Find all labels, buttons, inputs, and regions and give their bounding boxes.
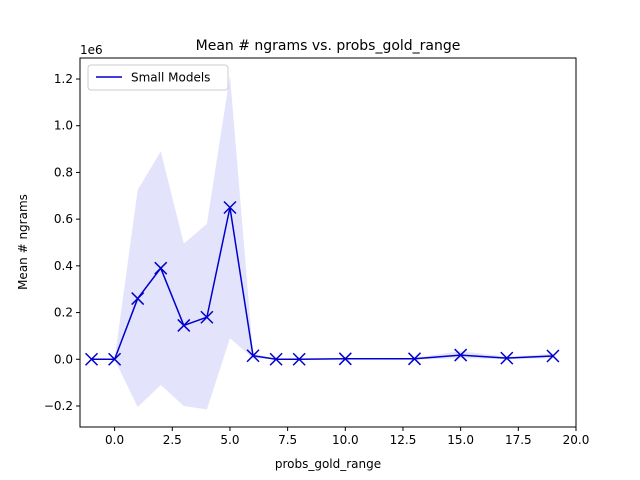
legend-label: Small Models [131,71,210,85]
y-axis-ticks: −0.2 0.0 0.2 0.4 0.6 0.8 1.0 1.2 [44,72,80,413]
data-point-marker [246,349,260,363]
x-axis-label: probs_gold_range [275,457,381,471]
data-point-marker [177,318,191,332]
data-point-marker [200,310,214,324]
data-point-marker [131,292,145,306]
y-tick-label: 0.8 [54,165,73,179]
y-tick-label: 1.0 [54,119,73,133]
x-tick-label: 15.0 [447,433,474,447]
x-axis-ticks: 0.0 2.5 5.0 7.5 10.0 12.5 15.0 17.5 20.0 [105,427,589,447]
data-point-marker [546,349,560,363]
data-point-marker [338,352,352,366]
x-tick-label: 20.0 [563,433,590,447]
confidence-band [91,75,553,410]
y-axis-label: Mean # ngrams [16,194,30,290]
x-tick-label: 7.5 [278,433,297,447]
y-tick-label: 0.6 [54,212,73,226]
chart-title: Mean # ngrams vs. probs_gold_range [196,38,461,54]
data-point-marker [454,348,468,362]
legend-box [87,64,229,91]
plot-frame [79,57,577,428]
data-point-marker [223,200,237,214]
y-tick-label: 1.2 [54,72,73,86]
x-tick-label: 12.5 [390,433,417,447]
x-tick-label: 17.5 [505,433,532,447]
series-marker-layer [85,200,560,366]
data-point-marker [269,352,283,366]
data-point-marker [108,352,122,366]
x-tick-label: 10.0 [332,433,359,447]
data-point-marker [292,352,306,366]
x-tick-label: 5.0 [220,433,239,447]
data-point-marker [85,352,99,366]
data-point-marker [154,261,168,275]
y-tick-label: −0.2 [44,399,73,413]
data-point-marker [407,352,422,366]
y-tick-label: 0.4 [54,259,73,273]
legend: Small Models [87,64,229,91]
confidence-band-layer [91,75,553,410]
data-point-marker [500,351,514,365]
y-tick-label: 0.2 [54,306,73,320]
y-tick-label: 0.0 [54,352,73,366]
x-tick-label: 2.5 [163,433,182,447]
y-scale-label: 1e6 [80,43,103,57]
x-tick-label: 0.0 [105,433,124,447]
